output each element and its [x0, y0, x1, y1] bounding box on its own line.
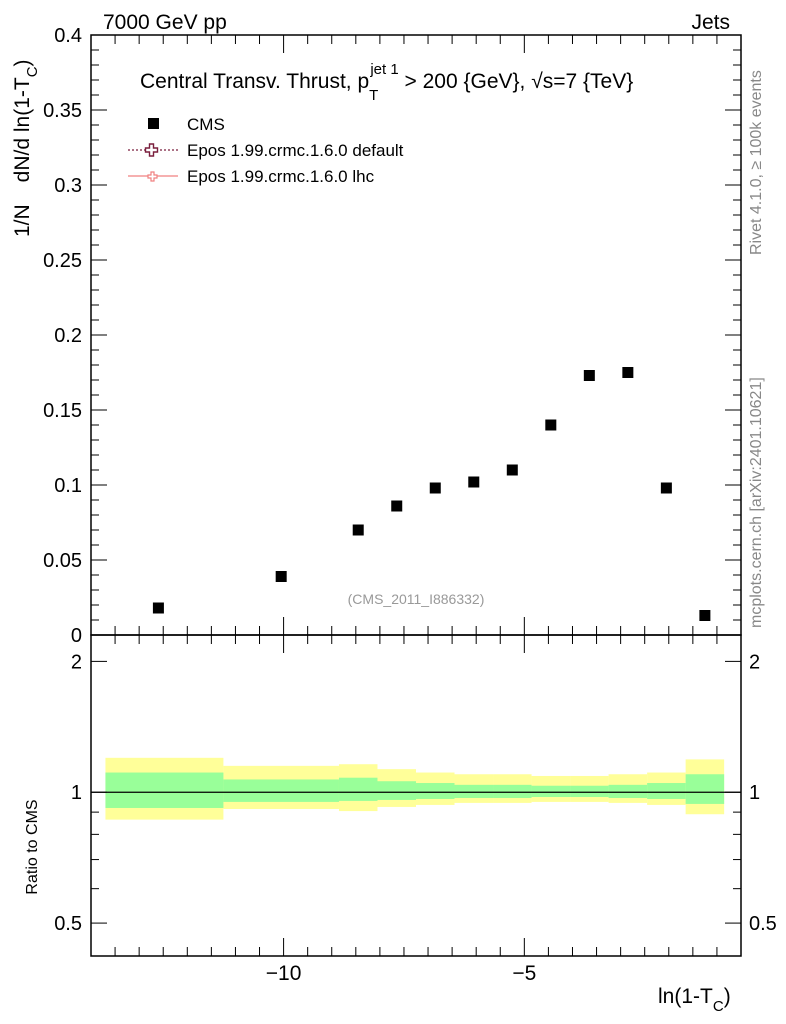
- x-tick-label: −5: [512, 962, 536, 985]
- ratio-band-inner: [105, 772, 224, 808]
- ratio-band-inner: [685, 774, 725, 804]
- mcplots-label: mcplots.cern.ch [arXiv:2401.10621]: [748, 377, 765, 628]
- cms-data-point: [275, 571, 287, 582]
- cms-data-point: [152, 602, 164, 614]
- y-axis-label: 1/NdN/d ln(1-TC): [11, 59, 41, 237]
- y-tick-label: 0.25: [43, 250, 82, 272]
- ratio-y-tick-label-right: 2: [749, 651, 760, 673]
- ratio-plot-frame: [90, 634, 742, 957]
- analysis-id: (CMS_2011_I886332): [348, 591, 485, 607]
- ratio-y-tick-label-right: 1: [749, 782, 760, 804]
- ratio-band-inner: [647, 783, 686, 799]
- ratio-y-tick-label-right: 0.5: [749, 913, 777, 935]
- cms-data-point: [429, 482, 441, 494]
- cms-data-points: [152, 367, 711, 621]
- ratio-band-inner: [338, 777, 378, 801]
- cms-data-point: [545, 419, 557, 431]
- cms-data-point: [468, 476, 480, 488]
- ratio-band-inner: [223, 779, 339, 802]
- y-tick-label: 0.4: [54, 25, 82, 47]
- cms-data-point: [391, 500, 403, 512]
- x-tick-label: −10: [266, 962, 302, 985]
- ratio-axis-label: Ratio to CMS: [24, 799, 41, 894]
- x-axis-label: ln(1-TC): [658, 985, 731, 1015]
- legend-epos-lhc-marker: [147, 171, 158, 182]
- cms-data-point: [506, 464, 518, 476]
- y-tick-label: 0.15: [43, 400, 82, 422]
- y-tick-label: 0.3: [54, 175, 82, 197]
- ratio-y-tick-label-left: 1: [71, 782, 82, 804]
- legend-epos-default-marker: [144, 143, 159, 157]
- y-tick-label: 0.05: [43, 550, 82, 572]
- ratio-band-inner: [608, 784, 648, 798]
- legend-cms-marker: [148, 118, 159, 129]
- header-left: 7000 GeV pp: [103, 11, 227, 34]
- y-tick-label: 0: [71, 625, 82, 647]
- y-tick-label: 0.1: [54, 475, 82, 497]
- legend: CMS Epos 1.99.crmc.1.6.0 default Epos 1.…: [128, 115, 404, 186]
- cms-data-point: [622, 367, 634, 378]
- ratio-y-tick-label-left: 0.5: [54, 913, 82, 935]
- ratio-bands: [105, 757, 725, 820]
- header-right: Jets: [691, 11, 730, 34]
- legend-epos-default-label: Epos 1.99.crmc.1.6.0 default: [187, 141, 404, 160]
- ratio-band-inner: [493, 784, 532, 798]
- ratio-y-tick-label-left: 2: [71, 651, 82, 673]
- ratio-band-inner: [454, 784, 494, 798]
- cms-data-point: [660, 482, 672, 494]
- ratio-band-inner: [377, 781, 416, 800]
- ratio-band-inner: [416, 783, 455, 799]
- y-tick-label: 0.35: [43, 100, 82, 122]
- cms-data-point: [699, 610, 711, 621]
- axis-tick-labels: 0 0.05 0.1 0.15 0.2 0.25 0.3 0.35 0.4 −10 −5 0.5 0.5…: [43, 25, 777, 985]
- cms-data-point: [352, 524, 364, 536]
- ratio-band-inner: [570, 785, 609, 798]
- rivet-version-label: Rivet 4.1.0, ≥ 100k events: [748, 70, 765, 255]
- legend-cms-label: CMS: [187, 115, 225, 134]
- plot-title: Central Transv. Thrust, pTjet 1 > 200 {G…: [140, 61, 633, 104]
- legend-epos-lhc-label: Epos 1.99.crmc.1.6.0 lhc: [187, 167, 375, 186]
- ratio-band-inner: [531, 785, 571, 798]
- cms-data-point: [583, 370, 595, 381]
- y-tick-label: 0.2: [54, 325, 82, 347]
